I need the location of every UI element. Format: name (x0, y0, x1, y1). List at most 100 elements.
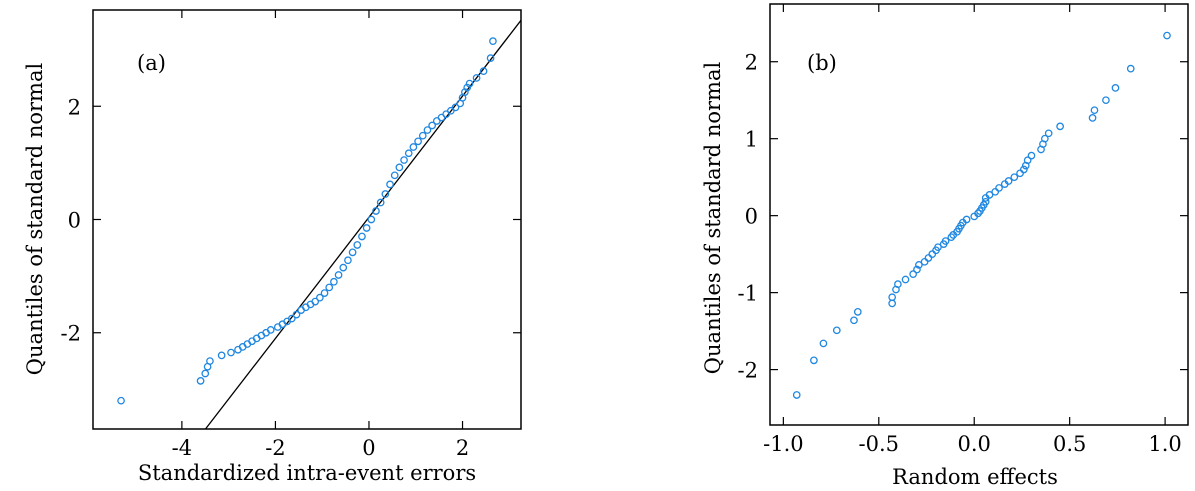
panel-a-y-tick-label: 2 (68, 95, 81, 119)
panel-b-chart: -1.0 -0.5 0.0 0.5 1.0 -2 -1 0 1 2 (b) Random effe… (701, 3, 1189, 489)
panel-a-data-point (367, 215, 376, 224)
panel-b-data-point (1004, 177, 1013, 185)
panel-b-y-tick-label: 0 (745, 205, 758, 229)
panel-b-data-point (920, 257, 929, 266)
panel-b-data-point (1020, 165, 1028, 174)
panel-a-data-point (400, 156, 408, 164)
panel-b-data-point (1090, 106, 1099, 115)
panel-a-data-point (334, 271, 343, 279)
panel-a-data-point (381, 190, 390, 198)
panel-b-data-point (974, 209, 982, 218)
panel-b-data-point (934, 243, 942, 252)
panel-a-data-point (316, 293, 324, 302)
panel-a-data-point (486, 54, 495, 62)
panel-b-data-point (915, 261, 923, 269)
panel-b-x-axis-title: Random effects (892, 465, 1058, 489)
panel-a-fit-line (204, 19, 522, 430)
panel-b-data-point (853, 308, 862, 316)
panel-b-data-point (928, 250, 937, 258)
panel-b-x-tick-label: 1.0 (1148, 432, 1181, 456)
panel-b-data-point (819, 339, 828, 348)
panel-b-data-point (991, 187, 1000, 196)
panel-a-data-point (404, 149, 413, 158)
panel-a-data-point (390, 171, 399, 180)
panel-b-data-point (1111, 84, 1120, 92)
panel-a-data-point (423, 126, 432, 134)
panel-a-y-tick-label: 0 (68, 209, 81, 233)
panel-a-x-tick-label: 2 (456, 436, 469, 460)
panel-b-data-point (888, 293, 897, 302)
panel-b-x-tick-label: 0.0 (958, 432, 991, 456)
panel-a-data-point (201, 369, 210, 378)
panel-b-data-point (850, 316, 858, 325)
panel-b-data-point (985, 191, 994, 199)
panel-a-data-point (479, 67, 488, 76)
panel-b-y-tick-label: -2 (738, 359, 758, 383)
panel-a-data-point (472, 74, 481, 82)
panel-a-data-point (206, 357, 214, 365)
panel-b-data-point (962, 215, 971, 224)
panel-b-y-axis-title: Quantiles of standard normal (701, 62, 725, 375)
panel-a-data-point (325, 283, 334, 292)
panel-b-x-tick-label: 0.5 (1053, 432, 1086, 456)
panel-b-plot-frame (769, 3, 1189, 426)
panel-a-data-point (339, 263, 348, 272)
panel-a-data-point (451, 103, 460, 112)
panel-a-data-point (376, 198, 385, 207)
panel-a-x-tick-label: -2 (265, 436, 285, 460)
panel-a-label: (a) (137, 51, 166, 75)
panel-a-data-point (463, 83, 472, 92)
panel-b-data-point (1040, 134, 1049, 143)
panel-b-data-point (1027, 151, 1036, 160)
panel-a-data-point (311, 297, 320, 306)
panel-a-data-point (428, 121, 436, 130)
panel-a-data-points (117, 37, 497, 405)
panel-a-data-point (395, 163, 404, 172)
panel-b-data-point (1023, 156, 1032, 165)
panel-a-data-point (196, 377, 205, 385)
panel-b-data-point (924, 254, 933, 262)
panel-a-x-tick-label: 0 (362, 436, 375, 460)
panel-a-data-point (465, 79, 474, 88)
panel-b-data-point (792, 391, 801, 399)
panel-a-data-point (287, 314, 296, 323)
panel-b-data-point (1163, 31, 1171, 40)
panel-b-data-point (913, 265, 921, 274)
panel-b-data-point (1126, 64, 1135, 73)
panel-b-data-point (981, 197, 990, 206)
panel-a-data-point (489, 37, 497, 45)
panel-a-data-point (353, 241, 362, 249)
panel-b-data-point (901, 275, 910, 284)
panel-b-y-tick-label: -1 (738, 282, 758, 306)
panel-a-data-point (348, 248, 357, 257)
panel-b-ticks: -1.0 -0.5 0.0 0.5 1.0 -2 -1 0 1 2 (738, 4, 1188, 456)
panel-a-data-point (320, 289, 329, 297)
panel-a-y-tick-label: -2 (61, 322, 81, 346)
panel-b-y-tick-label: 2 (745, 51, 758, 75)
panel-a-data-point (330, 277, 338, 286)
panel-b-data-point (1102, 96, 1110, 105)
panel-b-data-point (1056, 122, 1064, 131)
panel-a-ticks: -4 -2 0 2 -2 0 2 (61, 10, 521, 460)
panel-a-x-tick-label: -4 (172, 436, 192, 460)
panel-a-data-point (409, 143, 418, 151)
panel-a-data-point (414, 137, 422, 146)
panel-b-y-tick-label: 1 (745, 128, 758, 152)
panel-b-data-point (947, 233, 956, 242)
panel-a-data-point (362, 224, 371, 232)
panel-a-data-point (418, 131, 427, 140)
panel-b-data-point (1044, 129, 1053, 138)
panel-b-data-point (810, 356, 818, 365)
panel-a-data-point (292, 310, 301, 319)
panel-b-data-point (909, 270, 918, 278)
panel-b-data-point (888, 299, 897, 308)
panel-b-data-point (832, 326, 841, 335)
panel-a-x-axis-title: Standardized intra-event errors (138, 461, 476, 485)
panel-b-data-point (894, 280, 902, 289)
panel-b-data-points (792, 31, 1171, 399)
panel-a-data-point (266, 326, 275, 334)
panel-a-data-point (386, 180, 394, 189)
panel-a-reference-line (204, 19, 522, 430)
panel-a-data-point (117, 396, 125, 405)
